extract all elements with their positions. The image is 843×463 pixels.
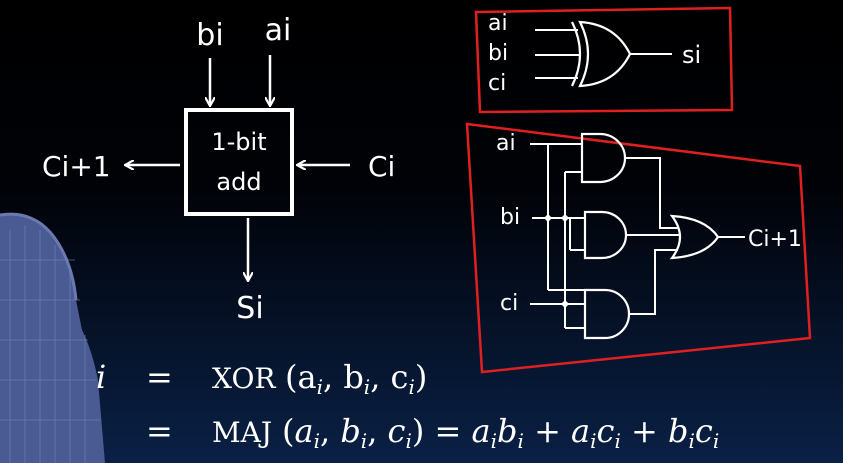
adder-input-a-label: ai (265, 13, 292, 48)
xor-output-label: si (682, 41, 701, 69)
xor-input-c-label: ci (488, 71, 506, 96)
maj-input-c-label: ci (500, 291, 518, 316)
equations: i = XOR (ai, bi, ci) = MAJ (ai, bi, ci) … (96, 358, 719, 453)
presenter-figure (0, 212, 105, 463)
and-gate-3 (583, 288, 631, 340)
and-gate-1 (580, 132, 627, 184)
xor-input-a-label: ai (488, 11, 508, 36)
adder-carry-out-label: Ci+1 (42, 150, 111, 183)
and-gate-2 (583, 210, 628, 260)
adder-box (184, 108, 294, 216)
majority-highlight-border (465, 122, 812, 374)
eq1-equals: = (146, 358, 173, 396)
adder-label-line1: 1-bit (211, 128, 266, 156)
maj-input-b-label: bi (500, 205, 520, 230)
xor-highlight-border (474, 6, 734, 114)
eq1-function-name: XOR (212, 362, 276, 395)
or-gate (669, 214, 720, 260)
maj-output-label: Ci+1 (748, 227, 802, 252)
xor-input-b-label: bi (488, 41, 508, 66)
adder-block: 1-bit add bi ai Ci Ci+1 Si (42, 13, 395, 326)
majority-circuit: ai bi ci Ci+1 (465, 122, 812, 374)
eq1-args: (ai, bi, ci) (285, 358, 427, 399)
adder-input-b-label: bi (196, 18, 223, 53)
eq2-equals: = (146, 412, 173, 450)
xor-gate (578, 20, 632, 88)
eq2-expression: (ai, bi, ci) = aibi + aici + bici (282, 412, 719, 453)
eq2-function-name: MAJ (212, 416, 272, 449)
adder-sum-label: Si (236, 291, 263, 326)
adder-label-line2: add (216, 168, 261, 196)
maj-input-a-label: ai (496, 131, 516, 156)
xor-circuit: ai bi ci si (474, 6, 734, 114)
adder-carry-in-label: Ci (368, 150, 395, 183)
eq1-lhs: i (96, 358, 106, 396)
xor-gate-back (571, 21, 582, 87)
